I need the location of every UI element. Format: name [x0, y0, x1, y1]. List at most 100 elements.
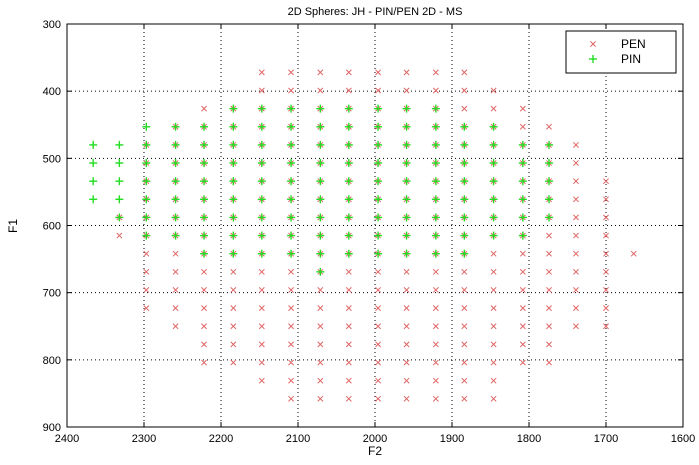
- data-point-pen: [432, 87, 439, 94]
- data-point-pen: [490, 87, 497, 94]
- data-point-pin: [431, 231, 440, 240]
- data-point-pen: [172, 305, 179, 312]
- data-point-pin: [257, 140, 266, 149]
- y-tick-label: 800: [43, 355, 61, 367]
- data-point-pen: [603, 268, 609, 275]
- data-point-pen: [432, 359, 439, 366]
- data-point-pin: [229, 177, 238, 186]
- data-point-pen: [432, 395, 439, 402]
- data-point-pin: [200, 122, 209, 131]
- data-point-pin: [316, 195, 325, 204]
- data-point-pin: [257, 122, 266, 131]
- data-point-pin: [316, 140, 325, 149]
- data-point-pin: [518, 177, 527, 186]
- data-point-pin: [257, 104, 266, 113]
- data-point-pen: [519, 268, 526, 275]
- data-point-pen: [573, 178, 579, 185]
- data-point-pen: [546, 323, 552, 330]
- data-point-pin: [200, 249, 209, 258]
- data-point-pin: [518, 231, 527, 240]
- data-point-pen: [490, 377, 497, 384]
- data-point-pin: [344, 213, 353, 222]
- data-point-pen: [546, 287, 552, 293]
- data-point-pin: [374, 249, 383, 258]
- data-point-pin: [287, 159, 296, 168]
- data-point-pen: [345, 359, 352, 366]
- data-point-pen: [432, 305, 439, 312]
- data-point-pen: [546, 268, 552, 275]
- data-point-pen: [143, 305, 150, 312]
- data-point-pin: [316, 213, 325, 222]
- data-point-pen: [546, 305, 552, 312]
- legend-box: [565, 30, 677, 74]
- data-point-pen: [258, 268, 265, 275]
- data-point-pen: [172, 287, 179, 293]
- data-point-pin: [344, 159, 353, 168]
- data-point-pin: [402, 249, 411, 258]
- data-point-pin: [200, 177, 209, 186]
- data-point-pin: [171, 122, 180, 131]
- data-point-pen: [230, 323, 237, 330]
- y-tick-label: 400: [43, 86, 61, 98]
- data-point-pin: [142, 231, 151, 240]
- data-point-pen: [403, 287, 410, 293]
- data-point-pin: [545, 195, 554, 204]
- x-tick-label: 1800: [517, 433, 541, 445]
- data-point-pin: [229, 213, 238, 222]
- data-point-pen: [288, 287, 295, 293]
- data-point-pin: [200, 213, 209, 222]
- data-point-pen: [461, 69, 468, 76]
- data-point-pin: [142, 213, 151, 222]
- data-point-pin: [257, 159, 266, 168]
- data-point-pen: [573, 160, 579, 166]
- legend-marker-pin: [589, 55, 597, 63]
- data-point-pin: [171, 177, 180, 186]
- data-point-pen: [288, 87, 295, 94]
- data-point-pen: [375, 395, 382, 402]
- data-point-pen: [573, 232, 579, 239]
- data-point-pin: [200, 195, 209, 204]
- data-point-pen: [403, 341, 410, 348]
- data-point-pen: [317, 341, 324, 348]
- data-point-pin: [545, 159, 554, 168]
- data-point-pen: [143, 287, 150, 293]
- data-point-pen: [432, 323, 439, 330]
- data-point-pen: [345, 287, 352, 293]
- data-point-pen: [403, 69, 410, 76]
- data-point-pin: [460, 177, 469, 186]
- y-tick-label: 500: [43, 153, 61, 165]
- data-point-pen: [603, 250, 609, 257]
- data-point-pin: [489, 177, 498, 186]
- data-point-pen: [461, 377, 468, 384]
- data-point-pin: [287, 122, 296, 131]
- data-point-pen: [573, 268, 579, 275]
- data-point-pin: [344, 195, 353, 204]
- data-point-pen: [519, 105, 526, 112]
- data-point-pen: [461, 268, 468, 275]
- data-point-pen: [201, 268, 208, 275]
- legend-marker-pen: [590, 41, 596, 47]
- data-point-pen: [375, 87, 382, 94]
- data-point-pen: [258, 305, 265, 312]
- data-point-pen: [375, 359, 382, 366]
- data-point-pin: [316, 159, 325, 168]
- data-point-pen: [490, 359, 497, 366]
- data-point-pin: [431, 104, 440, 113]
- data-point-pin: [402, 122, 411, 131]
- data-point-pen: [230, 287, 237, 293]
- data-point-pin: [431, 159, 440, 168]
- data-point-pen: [573, 287, 579, 293]
- data-point-pen: [573, 305, 579, 312]
- data-point-pin: [489, 195, 498, 204]
- data-point-pen: [603, 232, 609, 239]
- data-point-pin: [287, 231, 296, 240]
- x-tick-label: 1700: [594, 433, 618, 445]
- data-point-pen: [201, 105, 208, 112]
- data-point-pen: [403, 305, 410, 312]
- data-point-pen: [490, 287, 497, 293]
- data-point-pin: [518, 159, 527, 168]
- data-point-pen: [490, 250, 497, 257]
- data-point-pen: [490, 305, 497, 312]
- data-point-pin: [344, 122, 353, 131]
- data-point-pin: [171, 140, 180, 149]
